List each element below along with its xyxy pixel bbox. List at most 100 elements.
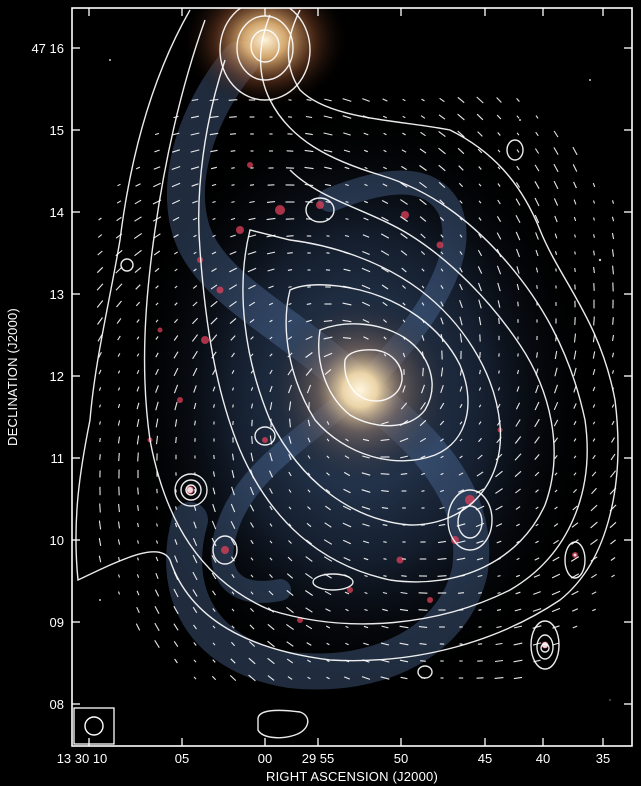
polarization-vector <box>323 320 333 322</box>
polarization-vector <box>211 183 217 187</box>
polarization-vector <box>248 657 256 665</box>
polarization-vector <box>611 574 615 578</box>
polarization-vector <box>401 575 407 577</box>
polarization-vector <box>288 319 292 323</box>
polarization-vector <box>380 473 390 475</box>
polarization-vector <box>609 470 617 478</box>
polarization-vector <box>515 419 521 427</box>
polarization-vector <box>553 437 559 443</box>
polarization-vector <box>175 506 177 510</box>
polarization-vector <box>231 167 235 169</box>
polarization-vector <box>497 403 501 409</box>
contour-south-blob <box>257 709 309 739</box>
polarization-vector <box>152 199 162 205</box>
contour-6 <box>318 323 433 427</box>
polarization-vector <box>495 523 503 527</box>
polarization-vector <box>439 199 445 205</box>
polarization-vector <box>343 268 351 272</box>
polarization-vector <box>304 149 314 153</box>
polarization-vector <box>231 387 235 391</box>
galaxy-core <box>265 295 455 485</box>
polarization-vector <box>209 115 219 119</box>
polarization-vector <box>362 540 370 544</box>
polarization-vector <box>211 537 217 547</box>
polarization-vector <box>212 625 216 629</box>
polarization-vector <box>611 200 615 204</box>
polarization-vector <box>552 642 560 646</box>
polarization-vector <box>325 488 331 494</box>
polarization-vector <box>515 506 521 510</box>
polarization-vector <box>555 334 557 342</box>
polarization-vector <box>571 522 579 528</box>
polarization-vector <box>516 266 520 274</box>
x-tick-label: 00 <box>258 751 272 766</box>
polarization-vector <box>173 571 179 581</box>
polarization-vector <box>421 285 425 289</box>
polarization-vector <box>551 573 561 579</box>
polarization-vector <box>324 522 332 528</box>
polarization-vector <box>306 642 312 646</box>
polarization-vector <box>380 676 390 680</box>
polarization-vector <box>610 453 616 461</box>
polarization-vector <box>251 436 253 444</box>
polarization-vector <box>326 455 330 459</box>
polarization-vector <box>363 336 369 340</box>
polarization-vector <box>326 642 330 646</box>
polarization-vector <box>137 540 139 544</box>
polarization-vector <box>134 199 142 205</box>
polarization-vector <box>342 337 352 339</box>
polarization-vector <box>287 676 293 680</box>
polarization-vector <box>494 677 504 679</box>
polarization-vector <box>173 640 179 648</box>
polarization-vector <box>117 403 121 409</box>
polarization-vector <box>174 251 178 255</box>
polarization-vector <box>155 435 159 445</box>
polarization-vector <box>325 625 331 629</box>
polarization-vector <box>514 436 522 444</box>
polarization-vector <box>323 539 333 545</box>
polarization-vector <box>191 183 199 187</box>
polarization-vector <box>478 299 482 309</box>
polarization-vector <box>611 437 615 443</box>
polarization-vector <box>554 233 558 239</box>
polarization-vector <box>342 285 352 289</box>
polarization-vector <box>173 115 179 119</box>
polarization-vector <box>516 369 520 375</box>
polarization-vector <box>193 385 197 393</box>
polarization-vector <box>476 557 484 561</box>
polarization-vector <box>249 200 255 204</box>
polarization-vector <box>592 404 596 408</box>
polarization-vector <box>401 165 407 171</box>
polarization-vector <box>571 608 579 612</box>
polarization-vector <box>99 503 101 513</box>
polarization-vector <box>209 98 219 102</box>
polarization-vector <box>98 538 102 546</box>
polarization-vector <box>592 333 596 343</box>
polarization-vector <box>136 336 140 340</box>
polarization-vector <box>231 201 235 203</box>
polarization-vector <box>399 437 409 443</box>
polarization-vector <box>495 642 503 646</box>
polarization-vector <box>495 505 503 511</box>
polarization-vector <box>476 540 484 544</box>
polarization-vector <box>155 572 159 580</box>
polarization-vector <box>593 250 595 256</box>
polarization-vector <box>305 624 313 630</box>
polarization-vector <box>611 334 615 342</box>
polarization-vector <box>324 166 332 170</box>
polarization-vector <box>191 334 199 342</box>
polarization-vector <box>287 368 293 376</box>
polarization-vector <box>571 539 579 545</box>
polarization-vector <box>269 540 273 544</box>
polarization-vector <box>115 266 123 274</box>
polarization-vector <box>307 506 311 510</box>
polarization-vector <box>173 318 179 324</box>
polarization-vector <box>190 115 200 119</box>
radio-contours <box>75 8 619 739</box>
y-tick-label: 09 <box>50 615 64 630</box>
polarization-vector <box>553 384 559 394</box>
polarization-vector <box>212 368 216 376</box>
contour-5 <box>285 284 469 462</box>
polarization-vector <box>477 574 483 578</box>
polarization-vector <box>400 473 408 475</box>
